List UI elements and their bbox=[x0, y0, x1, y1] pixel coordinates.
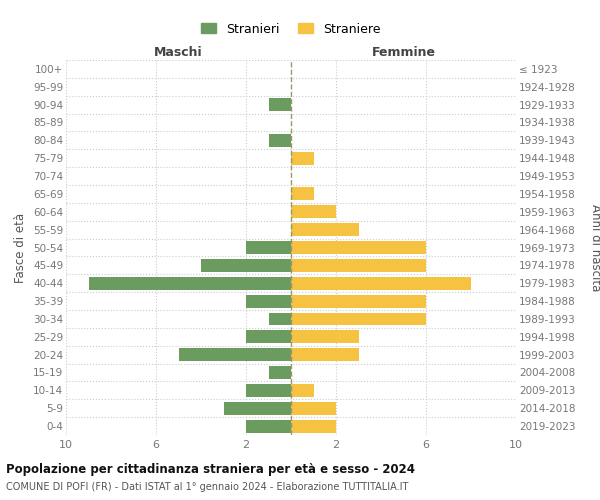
Text: Maschi: Maschi bbox=[154, 46, 203, 59]
Bar bbox=[291, 312, 426, 326]
Bar bbox=[269, 98, 291, 111]
Bar bbox=[246, 420, 291, 432]
Bar bbox=[291, 188, 314, 200]
Text: Femmine: Femmine bbox=[371, 46, 436, 59]
Y-axis label: Fasce di età: Fasce di età bbox=[14, 212, 28, 282]
Bar bbox=[291, 259, 426, 272]
Bar bbox=[291, 402, 336, 414]
Bar bbox=[291, 223, 359, 236]
Text: COMUNE DI POFI (FR) - Dati ISTAT al 1° gennaio 2024 - Elaborazione TUTTITALIA.IT: COMUNE DI POFI (FR) - Dati ISTAT al 1° g… bbox=[6, 482, 409, 492]
Bar bbox=[291, 294, 426, 308]
Bar bbox=[291, 152, 314, 164]
Bar bbox=[269, 366, 291, 379]
Bar bbox=[246, 330, 291, 343]
Bar bbox=[246, 241, 291, 254]
Legend: Stranieri, Straniere: Stranieri, Straniere bbox=[196, 18, 386, 40]
Bar bbox=[291, 277, 471, 289]
Bar bbox=[291, 384, 314, 397]
Bar bbox=[223, 402, 291, 414]
Bar bbox=[291, 420, 336, 432]
Bar bbox=[291, 330, 359, 343]
Bar bbox=[291, 206, 336, 218]
Bar bbox=[269, 134, 291, 147]
Bar bbox=[179, 348, 291, 361]
Bar bbox=[201, 259, 291, 272]
Bar bbox=[269, 312, 291, 326]
Bar bbox=[89, 277, 291, 289]
Bar bbox=[291, 241, 426, 254]
Bar bbox=[246, 384, 291, 397]
Bar bbox=[291, 348, 359, 361]
Text: Popolazione per cittadinanza straniera per età e sesso - 2024: Popolazione per cittadinanza straniera p… bbox=[6, 462, 415, 475]
Bar bbox=[246, 294, 291, 308]
Y-axis label: Anni di nascita: Anni di nascita bbox=[589, 204, 600, 291]
